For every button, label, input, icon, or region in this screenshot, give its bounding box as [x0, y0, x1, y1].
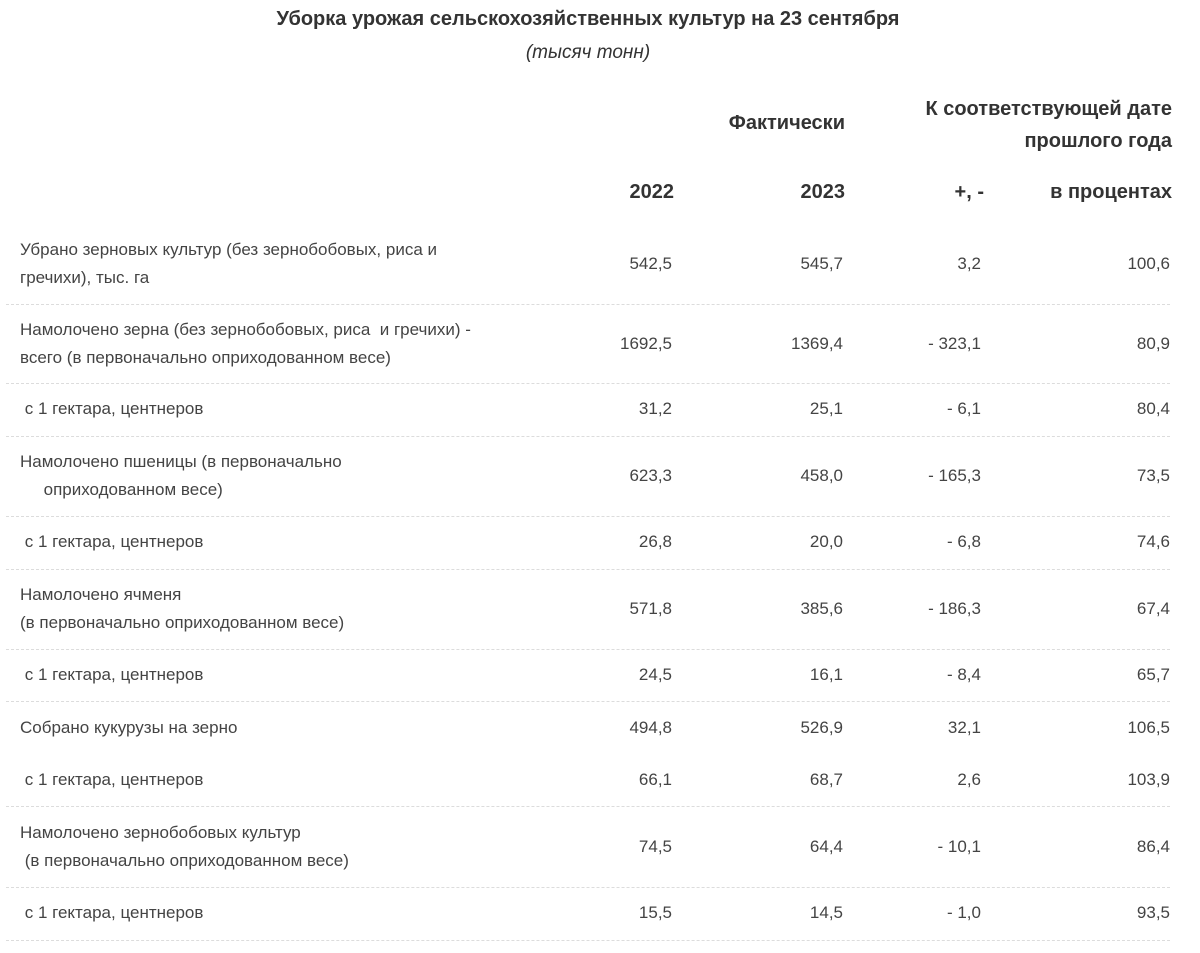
- row-divider: [6, 383, 1170, 384]
- row-divider: [6, 304, 1170, 305]
- row-label-line: Намолочено ячменя: [20, 585, 182, 604]
- value-2022: 623,3: [629, 466, 672, 485]
- row-label-line: Намолочено пшеницы (в первоначально: [20, 452, 342, 471]
- value-diff: 2,6: [957, 770, 981, 789]
- value-2022: 15,5: [638, 903, 672, 922]
- value-2022: 494,8: [629, 718, 672, 737]
- header-percent: в процентах: [1050, 181, 1172, 203]
- row-divider: [6, 701, 1170, 702]
- row-label-line: с 1 гектара, центнеров: [20, 532, 204, 551]
- row-divider: [6, 516, 1170, 517]
- value-2023: 1369,4: [791, 334, 843, 353]
- row-label-line: Собрано кукурузы на зерно: [20, 718, 238, 737]
- value-diff: 32,1: [947, 718, 981, 737]
- value-2023: 64,4: [809, 837, 843, 856]
- value-percent: 86,4: [1136, 837, 1170, 856]
- header-vs-previous-year-line2: прошлого года: [1024, 130, 1172, 152]
- row-label: с 1 гектара, центнеров: [20, 766, 540, 794]
- row-label: с 1 гектара, центнеров: [20, 899, 540, 927]
- value-diff: - 165,3: [928, 466, 981, 485]
- row-label-line: (в первоначально оприходованном весе): [20, 851, 349, 870]
- value-percent: 80,9: [1136, 334, 1170, 353]
- value-diff: - 8,4: [946, 665, 981, 684]
- row-label-line: гречихи), тыс. га: [20, 268, 150, 287]
- row-divider: [6, 569, 1170, 570]
- row-label-line: Намолочено зерна (без зернобобовых, риса…: [20, 320, 471, 339]
- row-label-line: Намолочено зернобобовых культур: [20, 823, 301, 842]
- row-label: Намолочено зерна (без зернобобовых, риса…: [20, 316, 540, 372]
- row-divider: [6, 887, 1170, 888]
- value-2023: 526,9: [800, 718, 843, 737]
- value-2022: 26,8: [638, 532, 672, 551]
- value-2023: 385,6: [800, 599, 843, 618]
- row-label-line: с 1 гектара, центнеров: [20, 665, 204, 684]
- value-2023: 16,1: [809, 665, 843, 684]
- header-plus-minus: +, -: [954, 181, 984, 203]
- row-label-line: оприходованном весе): [20, 480, 223, 499]
- value-2023: 545,7: [800, 254, 843, 273]
- value-2022: 1692,5: [620, 334, 672, 353]
- row-divider: [6, 649, 1170, 650]
- value-2023: 25,1: [809, 399, 843, 418]
- value-2023: 20,0: [809, 532, 843, 551]
- value-percent: 106,5: [1127, 718, 1170, 737]
- row-divider: [6, 940, 1170, 941]
- value-2023: 14,5: [809, 903, 843, 922]
- row-label: Собрано кукурузы на зерно: [20, 714, 540, 742]
- value-diff: - 6,8: [946, 532, 981, 551]
- header-year-2023: 2023: [800, 181, 846, 203]
- value-2022: 74,5: [638, 837, 672, 856]
- row-label-line: с 1 гектара, центнеров: [20, 399, 204, 418]
- value-2022: 542,5: [629, 254, 672, 273]
- value-percent: 73,5: [1136, 466, 1170, 485]
- row-divider: [6, 436, 1170, 437]
- row-divider: [6, 806, 1170, 807]
- value-percent: 80,4: [1136, 399, 1170, 418]
- row-label: с 1 гектара, центнеров: [20, 528, 540, 556]
- row-label-line: Убрано зерновых культур (без зернобобовы…: [20, 240, 437, 259]
- row-label-line: (в первоначально оприходованном весе): [20, 613, 345, 632]
- value-2023: 68,7: [809, 770, 843, 789]
- row-label: Намолочено пшеницы (в первоначально опри…: [20, 448, 540, 504]
- header-vs-previous-year: К соответствующей дате прошлого года: [880, 93, 1172, 157]
- row-label-line: с 1 гектара, центнеров: [20, 903, 204, 922]
- value-percent: 65,7: [1136, 665, 1170, 684]
- value-2022: 571,8: [629, 599, 672, 618]
- row-label: Намолочено ячменя (в первоначально оприхо…: [20, 581, 540, 637]
- header-actual: Фактически: [728, 112, 845, 134]
- header-vs-previous-year-line1: К соответствующей дате: [925, 98, 1172, 120]
- row-label: с 1 гектара, центнеров: [20, 661, 540, 689]
- value-diff: - 6,1: [946, 399, 981, 418]
- header-year-2022: 2022: [629, 181, 675, 203]
- row-label-line: с 1 гектара, центнеров: [20, 770, 204, 789]
- value-percent: 100,6: [1127, 254, 1170, 273]
- value-2022: 24,5: [638, 665, 672, 684]
- row-label: Намолочено зернобобовых культур (в перво…: [20, 819, 540, 875]
- value-percent: 74,6: [1136, 532, 1170, 551]
- row-label: Убрано зерновых культур (без зернобобовы…: [20, 236, 540, 292]
- table-subtitle: (тысяч тонн): [525, 42, 651, 63]
- value-percent: 103,9: [1127, 770, 1170, 789]
- row-label-line: всего (в первоначально оприходованном ве…: [20, 348, 391, 367]
- value-diff: - 186,3: [928, 599, 981, 618]
- value-diff: - 323,1: [928, 334, 981, 353]
- value-2022: 31,2: [638, 399, 672, 418]
- row-label: с 1 гектара, центнеров: [20, 395, 540, 423]
- value-2022: 66,1: [638, 770, 672, 789]
- value-percent: 93,5: [1136, 903, 1170, 922]
- value-diff: - 10,1: [937, 837, 981, 856]
- value-percent: 67,4: [1136, 599, 1170, 618]
- value-diff: - 1,0: [946, 903, 981, 922]
- value-2023: 458,0: [800, 466, 843, 485]
- table-title: Уборка урожая сельскохозяйственных культ…: [276, 8, 900, 30]
- value-diff: 3,2: [957, 254, 981, 273]
